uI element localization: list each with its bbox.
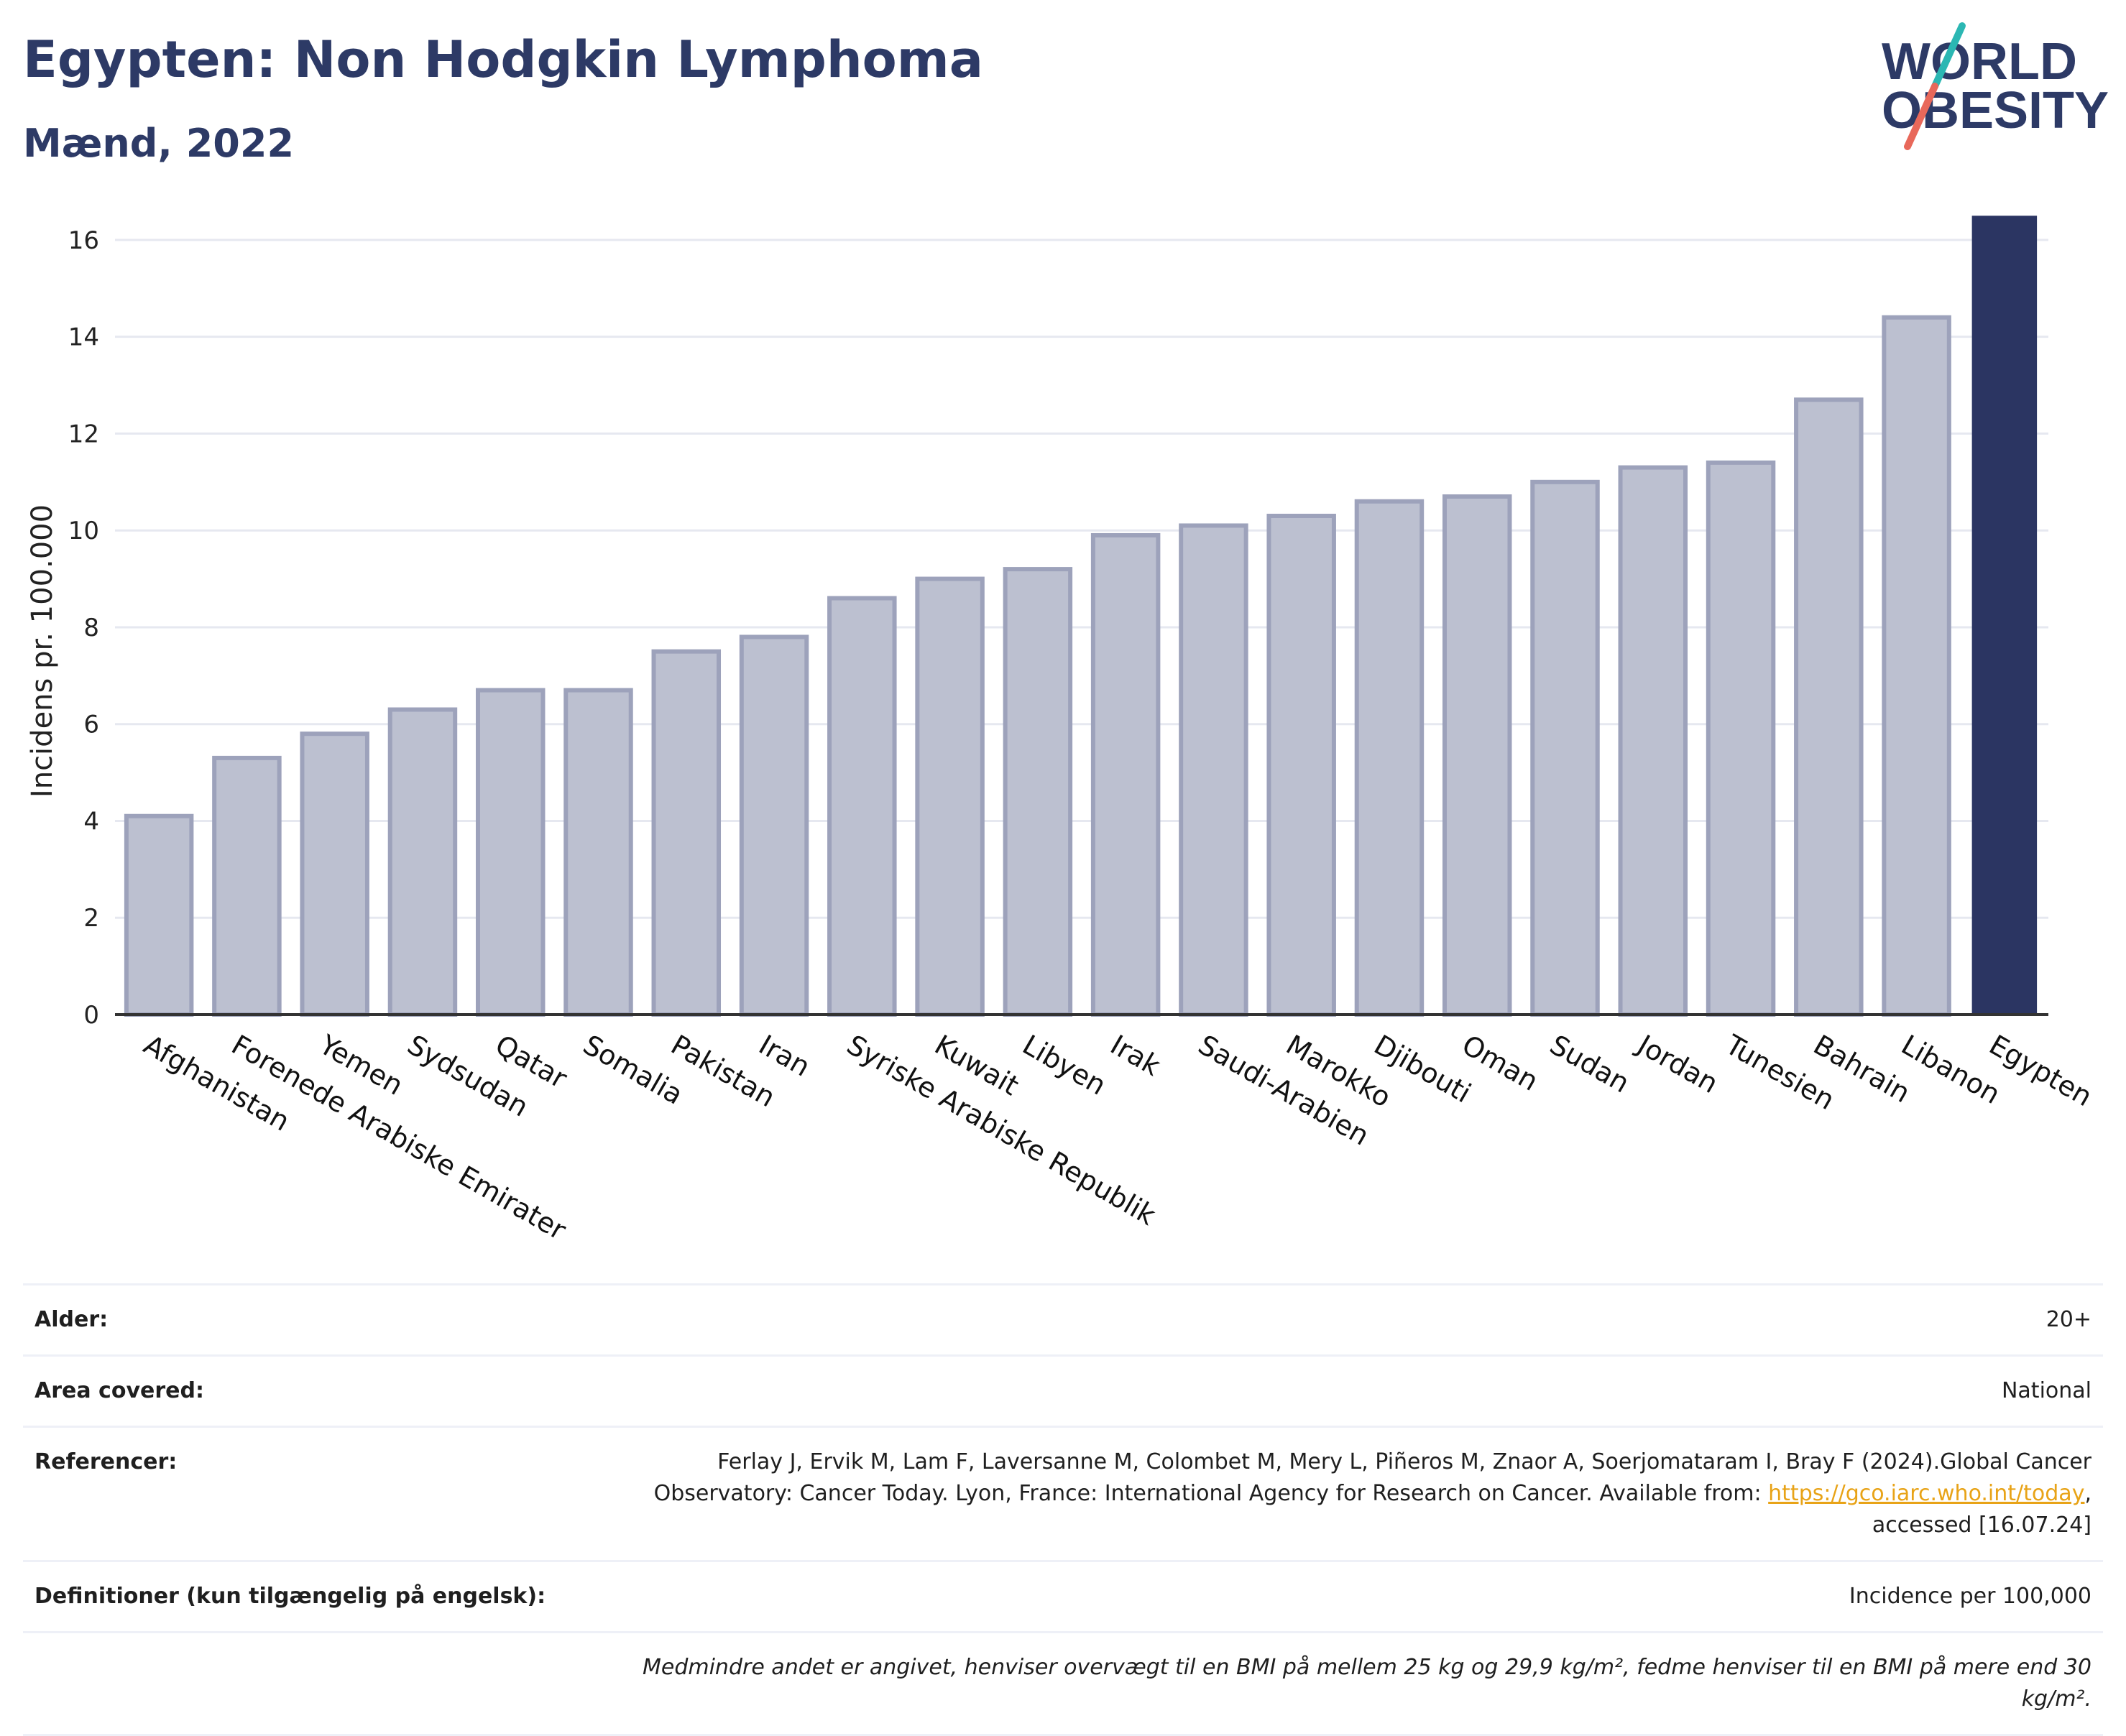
logo-text-obesity: OBESITY xyxy=(1882,82,2109,139)
y-tick-label: 8 xyxy=(83,614,99,642)
chart-subtitle: Mænd, 2022 xyxy=(23,121,295,166)
x-tick-label: Libyen xyxy=(1017,1029,1111,1102)
meta-row-definitions: Definitioner (kun tilgængelig på engelsk… xyxy=(23,1562,2103,1633)
bar-yemen[interactable] xyxy=(300,731,369,1017)
meta-label-area: Area covered: xyxy=(34,1378,204,1403)
meta-row-age: Alder: 20+ xyxy=(23,1285,2103,1357)
bar-iran[interactable] xyxy=(739,634,809,1017)
meta-value-references: Ferlay J, Ervik M, Lam F, Laversanne M, … xyxy=(618,1446,2092,1541)
bar-afghanistan[interactable] xyxy=(124,813,194,1017)
y-tick-label: 4 xyxy=(83,807,99,836)
x-tick-label: Iran xyxy=(754,1029,816,1083)
meta-value-definitions: Incidence per 100,000 xyxy=(1849,1584,2092,1609)
bar-djibouti[interactable] xyxy=(1354,499,1425,1017)
y-tick-label: 14 xyxy=(68,323,99,352)
y-tick-label: 10 xyxy=(68,517,99,545)
bar-qatar[interactable] xyxy=(475,688,546,1017)
x-tick-label: Libanon xyxy=(1896,1029,2005,1110)
meta-value-age: 20+ xyxy=(2046,1307,2092,1332)
meta-label-references: Referencer: xyxy=(34,1449,178,1474)
bar-marokko[interactable] xyxy=(1266,513,1336,1017)
y-tick-label: 16 xyxy=(68,226,99,255)
logo-slash-teal xyxy=(1931,22,1966,90)
meta-row-footnote: Medmindre andet er angivet, henviser ove… xyxy=(23,1633,2103,1736)
bar-jordan[interactable] xyxy=(1618,465,1688,1017)
bars xyxy=(124,216,2038,1017)
world-obesity-logo: WORLD OBESITY xyxy=(1882,22,2109,150)
y-tick-label: 12 xyxy=(68,420,99,448)
bar-sydsudan[interactable] xyxy=(387,707,458,1017)
y-tick-label: 0 xyxy=(83,1001,99,1030)
bar-libanon[interactable] xyxy=(1882,315,1951,1017)
bar-oman[interactable] xyxy=(1442,494,1512,1017)
bar-sudan[interactable] xyxy=(1530,479,1600,1017)
bar-somalia[interactable] xyxy=(563,688,633,1017)
y-axis-label: Incidens pr. 100.000 xyxy=(26,504,59,798)
reference-text: Ferlay J, Ervik M, Lam F, Laversanne M, … xyxy=(653,1449,2092,1506)
y-tick-label: 2 xyxy=(83,904,99,933)
bar-kuwait[interactable] xyxy=(915,576,985,1017)
x-tick-label: Somalia xyxy=(578,1029,689,1111)
meta-label-age: Alder: xyxy=(34,1307,109,1332)
logo-slash-coral xyxy=(1904,83,1938,150)
bar-bahrain[interactable] xyxy=(1794,397,1864,1017)
bar-pakistan[interactable] xyxy=(651,649,722,1017)
bmi-footnote: Medmindre andet er angivet, henviser ove… xyxy=(642,1655,2092,1712)
bar-egypten[interactable] xyxy=(1971,216,2038,1015)
metadata-table: Alder: 20+ Area covered: National Refere… xyxy=(23,1283,2103,1736)
bar-forenede-arabiske-emirater[interactable] xyxy=(212,755,282,1017)
logo-text-world: WORLD xyxy=(1882,33,2077,91)
chart-title: Egypten: Non Hodgkin Lymphoma xyxy=(23,30,983,89)
meta-value-area: National xyxy=(2001,1378,2092,1403)
meta-row-references: Referencer: Ferlay J, Ervik M, Lam F, La… xyxy=(23,1428,2103,1562)
y-tick-labels: 0 2 4 6 8 10 12 14 16 xyxy=(68,226,99,1030)
x-tick-label: Jordan xyxy=(1632,1028,1724,1100)
meta-label-definitions: Definitioner (kun tilgængelig på engelsk… xyxy=(34,1584,546,1609)
x-tick-label: Irak xyxy=(1105,1029,1166,1082)
reference-link[interactable]: https://gco.iarc.who.int/today xyxy=(1768,1481,2085,1506)
reference-accessed: , accessed [16.07.24] xyxy=(1872,1481,2092,1538)
bar-libyen[interactable] xyxy=(1003,567,1073,1017)
bar-syriske-arabiske-republik[interactable] xyxy=(827,596,897,1017)
bar-tunesien[interactable] xyxy=(1706,460,1776,1017)
bar-saudi-arabien[interactable] xyxy=(1179,523,1248,1017)
x-tick-label: Egypten xyxy=(1984,1029,2097,1113)
x-tick-label: Sudan xyxy=(1545,1029,1635,1099)
meta-row-area: Area covered: National xyxy=(23,1357,2103,1428)
bar-irak[interactable] xyxy=(1090,532,1161,1017)
y-tick-label: 6 xyxy=(83,711,99,739)
